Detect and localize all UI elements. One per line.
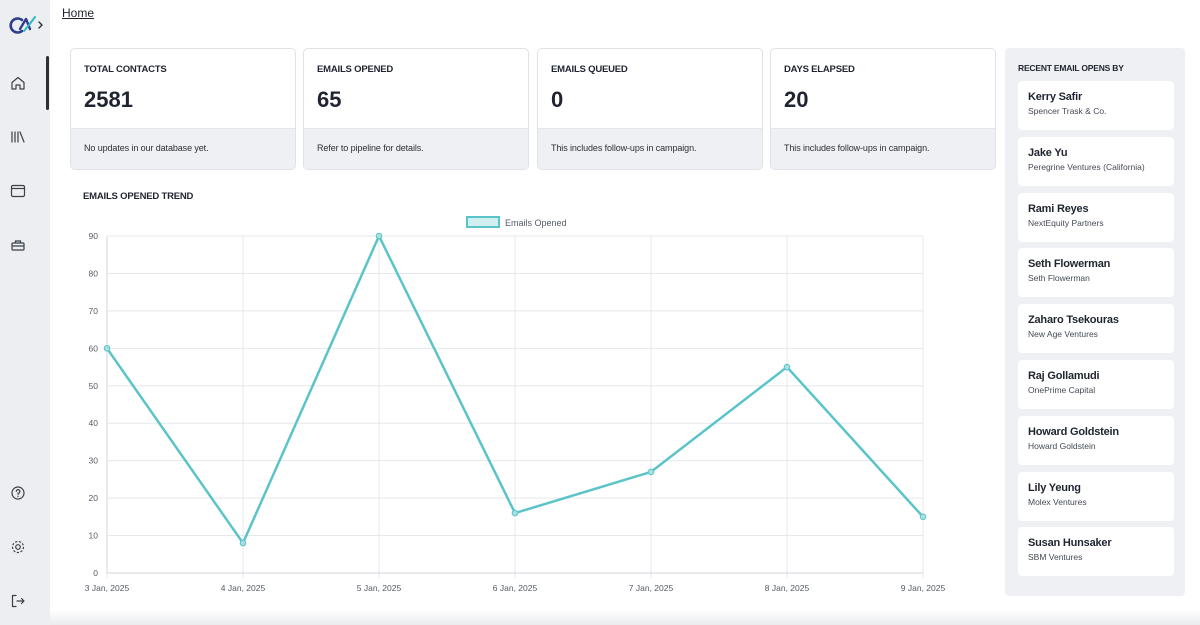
recent-email-opens-panel: RECENT EMAIL OPENS BY Kerry Safir Spencer… — [1005, 48, 1185, 596]
contact-company: NextEquity Partners — [1028, 217, 1104, 228]
recent-panel-title: RECENT EMAIL OPENS BY — [1018, 63, 1124, 73]
contact-name: Rami Reyes — [1028, 202, 1089, 215]
settings-icon[interactable] — [9, 538, 27, 556]
stat-note: This includes follow-ups in campaign. — [771, 128, 995, 169]
recent-open-item[interactable]: Howard Goldstein Howard Goldstein — [1018, 415, 1174, 465]
contact-name: Kerry Safir — [1028, 91, 1083, 103]
help-icon[interactable] — [9, 484, 27, 502]
data-point — [103, 345, 111, 352]
contact-name: Howard Goldstein — [1028, 425, 1119, 438]
toolbox-icon[interactable] — [9, 236, 27, 254]
contact-name: Raj Gollamudi — [1028, 370, 1100, 382]
library-icon[interactable] — [9, 128, 27, 146]
contact-name: Susan Hunsaker — [1028, 537, 1112, 550]
x-tick-label: 9 Jan, 2025 — [901, 583, 946, 593]
stat-card-emails-opened: EMAILS OPENED 65 Refer to pipeline for d… — [303, 48, 529, 170]
y-tick-label: 0 — [93, 568, 98, 578]
contact-company: SBM Ventures — [1028, 552, 1083, 563]
data-point — [375, 232, 383, 240]
breadcrumb-home-link[interactable]: Home — [62, 6, 95, 20]
contact-name: Jake Yu — [1028, 146, 1068, 159]
sidebar — [0, 0, 50, 625]
contact-name: Seth Flowerman — [1028, 258, 1111, 271]
chart-title: EMAILS OPENED TREND — [83, 191, 194, 202]
recent-open-item[interactable]: Rami Reyes NextEquity Partners — [1018, 192, 1174, 242]
recent-open-item[interactable]: Seth Flowerman Seth Flowerman — [1018, 248, 1174, 298]
stat-value: 2581 — [84, 87, 133, 112]
contact-company: Howard Goldstein — [1028, 440, 1096, 451]
stat-label: DAYS ELAPSED — [784, 64, 855, 75]
x-tick-label: 5 Jan, 2025 — [357, 583, 402, 593]
contact-company: Peregrine Ventures (California) — [1028, 161, 1145, 172]
contact-name: Lily Yeung — [1028, 481, 1081, 494]
x-tick-label: 4 Jan, 2025 — [221, 583, 266, 593]
active-nav-indicator — [46, 56, 49, 110]
recent-open-item[interactable]: Kerry Safir Spencer Trask & Co. — [1018, 81, 1174, 130]
recent-open-item[interactable]: Raj Gollamudi OnePrime Capital — [1018, 360, 1174, 409]
recent-open-item[interactable]: Lily Yeung Molex Ventures — [1018, 471, 1174, 521]
recent-open-item[interactable]: Jake Yu Peregrine Ventures (California) — [1018, 136, 1174, 186]
emails-opened-line-chart: 0 10 20 30 40 50 60 70 80 90 3 Jan, 2025 4 Jan, 202… — [85, 216, 946, 593]
x-tick-label: 8 Jan, 2025 — [765, 583, 810, 593]
recent-open-item[interactable]: Susan Hunsaker SBM Ventures — [1018, 527, 1174, 577]
stat-value: 20 — [784, 87, 809, 112]
x-tick-label: 6 Jan, 2025 — [493, 583, 538, 593]
stat-label: EMAILS OPENED — [317, 64, 394, 75]
contact-company: Molex Ventures — [1028, 496, 1087, 507]
logout-icon[interactable] — [9, 592, 27, 610]
y-tick-label: 50 — [89, 381, 99, 391]
stat-label: TOTAL CONTACTS — [84, 64, 167, 75]
stat-card-total-contacts: TOTAL CONTACTS 2581 No updates in our da… — [70, 48, 296, 170]
y-tick-label: 40 — [89, 418, 99, 428]
y-tick-label: 30 — [89, 456, 99, 466]
stat-value: 65 — [317, 87, 342, 112]
x-tick-label: 7 Jan, 2025 — [629, 583, 674, 593]
calendar-icon[interactable] — [9, 182, 27, 200]
contact-name: Zaharo Tsekouras — [1028, 314, 1119, 327]
contact-company: Seth Flowerman — [1028, 273, 1090, 284]
bottom-scroll-shadow — [50, 610, 1200, 625]
stat-card-days-elapsed: DAYS ELAPSED 20 This includes follow-ups… — [770, 48, 996, 170]
y-tick-label: 60 — [89, 343, 99, 353]
contact-company: New Age Ventures — [1028, 329, 1098, 340]
stat-note: No updates in our database yet. — [71, 128, 295, 169]
y-tick-label: 90 — [89, 231, 99, 241]
data-point — [239, 539, 247, 547]
data-point — [919, 513, 927, 521]
data-point — [783, 363, 791, 371]
recent-open-item[interactable]: Zaharo Tsekouras New Age Ventures — [1018, 304, 1174, 354]
y-tick-label: 80 — [89, 268, 99, 278]
home-icon[interactable] — [9, 74, 27, 92]
stat-note: This includes follow-ups in campaign. — [538, 128, 762, 169]
logo-icon[interactable] — [8, 14, 44, 36]
contact-company: Spencer Trask & Co. — [1028, 106, 1107, 116]
legend-label: Emails Opened — [505, 218, 567, 228]
contact-company: OnePrime Capital — [1028, 385, 1096, 395]
data-point — [647, 468, 655, 476]
stat-value: 0 — [551, 87, 564, 112]
stat-label: EMAILS QUEUED — [551, 64, 628, 75]
stat-card-emails-queued: EMAILS QUEUED 0 This includes follow-ups… — [537, 48, 763, 170]
x-tick-label: 3 Jan, 2025 — [85, 583, 130, 593]
legend-swatch — [466, 216, 500, 228]
y-tick-label: 20 — [89, 493, 99, 503]
data-point — [511, 509, 519, 517]
stat-note: Refer to pipeline for details. — [304, 128, 528, 169]
y-tick-label: 70 — [89, 306, 99, 316]
y-tick-label: 10 — [89, 531, 99, 541]
